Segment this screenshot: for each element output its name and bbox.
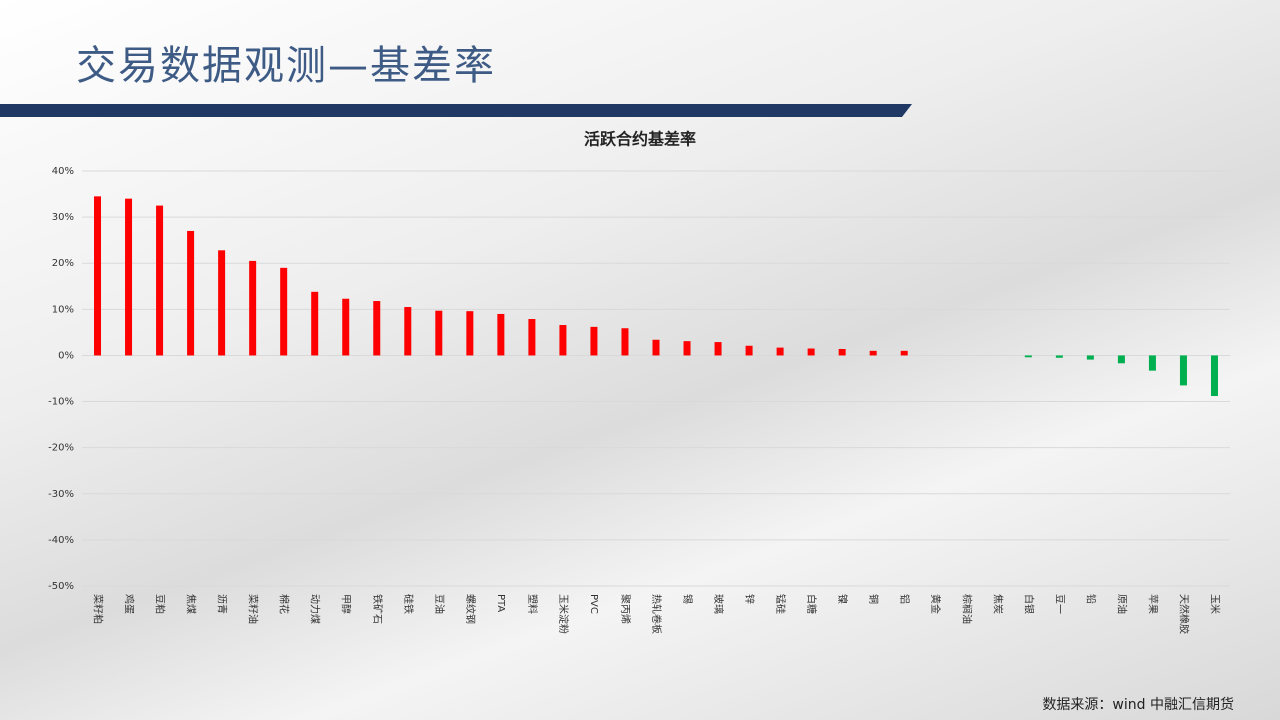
bar	[683, 341, 691, 356]
bar	[869, 350, 877, 356]
bar	[528, 319, 536, 356]
y-tick-label: 20%	[52, 258, 74, 269]
x-tick-label: 玉米淀粉	[557, 594, 570, 634]
x-tick-label: PTA	[495, 594, 506, 612]
bar	[590, 326, 598, 356]
x-tick-label: 白银	[1022, 594, 1035, 614]
x-tick-label: 铜	[867, 594, 879, 604]
bar	[621, 328, 629, 356]
x-tick-label: 热轧卷板	[650, 594, 663, 634]
x-tick-label: 螺纹钢	[464, 594, 477, 624]
bar	[1024, 355, 1032, 358]
x-tick-label: 沥青	[216, 594, 229, 614]
bar	[249, 260, 257, 356]
y-tick-label: -20%	[48, 443, 74, 454]
x-tick-label: 菜籽油	[247, 594, 260, 624]
x-tick-label: 豆粕	[154, 594, 167, 614]
bar	[218, 250, 226, 356]
y-tick-label: -30%	[48, 489, 74, 500]
x-tick-label: 焦煤	[185, 594, 198, 614]
x-tick-label: 鸡蛋	[123, 594, 136, 614]
bar	[466, 311, 474, 356]
x-tick-label: 甲醇	[340, 594, 353, 614]
bar	[280, 267, 288, 356]
x-tick-label: 硅铁	[402, 594, 415, 614]
x-tick-label: 锡	[681, 594, 694, 604]
x-tick-label: 天然橡胶	[1177, 594, 1190, 634]
x-tick-label: 动力煤	[309, 594, 322, 624]
bar	[838, 348, 846, 356]
bar	[745, 345, 753, 356]
y-tick-label: 0%	[58, 350, 74, 361]
bar	[1148, 355, 1156, 371]
bar	[373, 301, 381, 356]
y-tick-label: 30%	[52, 212, 74, 223]
bar	[652, 339, 660, 356]
x-tick-label: 焦炭	[991, 594, 1004, 614]
bar	[94, 196, 102, 356]
bar	[187, 230, 195, 356]
bar	[156, 205, 164, 356]
bar	[1210, 355, 1218, 397]
x-tick-label: 铝	[898, 594, 910, 604]
y-tick-label: -10%	[48, 397, 74, 408]
bar	[125, 198, 133, 356]
x-tick-label: 铁矿石	[371, 594, 384, 624]
x-tick-label: 锌	[743, 594, 756, 604]
bar	[1179, 355, 1187, 386]
bar	[404, 307, 412, 356]
x-tick-label: 玻璃	[712, 594, 725, 614]
x-tick-label: 棉花	[278, 594, 291, 614]
x-tick-label: 铅	[1084, 594, 1097, 604]
bar	[714, 342, 722, 356]
y-tick-label: 10%	[52, 304, 74, 315]
bar	[559, 325, 567, 356]
x-tick-label: 镍	[836, 594, 849, 604]
x-tick-label: PVC	[588, 594, 599, 614]
x-tick-label: 玉米	[1208, 594, 1221, 614]
bar	[807, 348, 815, 356]
x-tick-label: 白糖	[805, 594, 818, 614]
x-tick-label: 聚丙烯	[619, 594, 632, 624]
x-tick-label: 原油	[1115, 594, 1128, 614]
slide-title: 交易数据观测—基差率	[76, 43, 496, 89]
y-tick-label: -50%	[48, 581, 74, 592]
bar	[435, 310, 443, 356]
y-tick-label: 40%	[52, 166, 74, 177]
x-tick-label: 菜籽粕	[92, 594, 105, 624]
y-tick-label: -40%	[48, 535, 74, 546]
bar	[900, 350, 908, 356]
x-tick-label: 塑料	[526, 594, 539, 614]
x-tick-label: 黄金	[929, 594, 942, 614]
bar	[1117, 355, 1125, 364]
title-bar	[0, 104, 912, 117]
x-tick-label: 苹果	[1146, 594, 1159, 614]
x-tick-label: 豆一	[1053, 594, 1065, 614]
chart-title: 活跃合约基差率	[584, 130, 696, 149]
bar	[1086, 355, 1094, 360]
bar	[342, 298, 350, 356]
x-tick-label: 豆油	[433, 594, 446, 614]
x-tick-label: 棕榈油	[960, 594, 973, 624]
bar	[311, 291, 319, 356]
bar	[776, 347, 784, 356]
x-tick-label: 锰硅	[774, 594, 787, 614]
bar	[497, 313, 505, 356]
source-note: 数据来源：wind 中融汇信期货	[1042, 696, 1234, 713]
bar	[1055, 355, 1063, 358]
